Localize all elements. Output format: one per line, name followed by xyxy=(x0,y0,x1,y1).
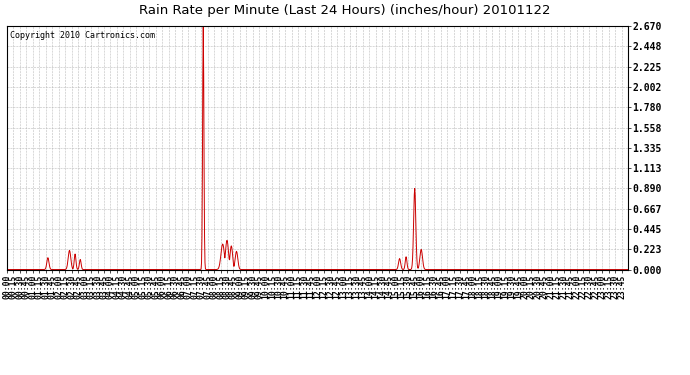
Text: Rain Rate per Minute (Last 24 Hours) (inches/hour) 20101122: Rain Rate per Minute (Last 24 Hours) (in… xyxy=(139,4,551,17)
Text: Copyright 2010 Cartronics.com: Copyright 2010 Cartronics.com xyxy=(10,31,155,40)
